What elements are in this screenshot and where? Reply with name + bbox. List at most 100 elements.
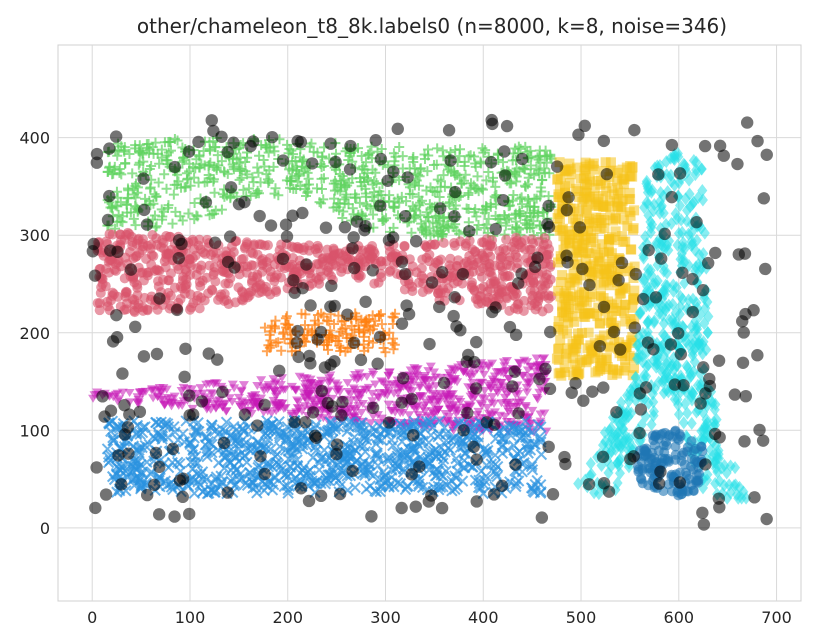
- data-point: [642, 279, 653, 293]
- data-point: [364, 480, 376, 492]
- data-point: [485, 385, 496, 394]
- data-point: [402, 480, 414, 492]
- data-point: [454, 172, 465, 183]
- x-tick-label: 0: [87, 608, 97, 627]
- noise-point: [577, 394, 590, 407]
- noise-point: [509, 458, 522, 471]
- noise-point: [341, 308, 354, 321]
- data-point: [530, 304, 541, 315]
- data-point: [679, 459, 690, 470]
- data-point: [522, 201, 533, 212]
- data-point: [376, 377, 387, 386]
- data-point: [406, 227, 417, 238]
- data-point: [356, 421, 369, 433]
- data-point: [614, 466, 625, 480]
- noise-point: [264, 219, 278, 232]
- noise-point: [374, 199, 387, 212]
- data-point: [216, 476, 229, 488]
- noise-point: [614, 343, 627, 356]
- noise-point: [348, 261, 361, 275]
- noise-point: [503, 320, 517, 334]
- data-point: [527, 406, 538, 415]
- data-point: [541, 157, 552, 168]
- data-point: [467, 378, 478, 387]
- data-point: [364, 458, 376, 471]
- noise-point: [325, 279, 338, 293]
- data-point: [637, 355, 648, 369]
- data-point: [680, 192, 691, 206]
- data-point: [215, 476, 227, 488]
- data-point: [491, 460, 504, 473]
- data-point: [525, 460, 538, 473]
- data-point: [184, 166, 195, 177]
- data-point: [511, 171, 522, 182]
- data-point: [388, 344, 399, 355]
- data-point: [633, 464, 644, 475]
- data-point: [328, 243, 339, 254]
- data-point: [220, 278, 231, 289]
- noise-point: [736, 356, 750, 369]
- data-point: [270, 380, 281, 389]
- noise-point: [512, 277, 525, 290]
- noise-point: [172, 233, 186, 247]
- data-point: [158, 274, 169, 285]
- data-point: [289, 242, 300, 253]
- data-point: [606, 459, 617, 473]
- noise-point: [118, 398, 131, 412]
- noise-point: [498, 169, 512, 182]
- data-point: [561, 352, 572, 363]
- data-point: [235, 402, 246, 411]
- noise-point: [324, 137, 337, 150]
- noise-point: [296, 206, 309, 220]
- data-point: [286, 382, 297, 391]
- data-point: [144, 163, 155, 174]
- data-point: [240, 166, 251, 177]
- data-point: [409, 378, 420, 387]
- data-point: [107, 435, 119, 447]
- data-point: [140, 193, 151, 204]
- data-point: [198, 146, 209, 157]
- noise-point: [576, 262, 589, 276]
- noise-point: [292, 350, 305, 364]
- data-point: [341, 332, 352, 343]
- noise-point: [652, 168, 665, 181]
- data-point: [102, 166, 113, 177]
- data-point: [252, 437, 264, 449]
- data-point: [665, 168, 676, 182]
- data-point: [683, 227, 694, 241]
- noise-point: [560, 203, 574, 217]
- data-point: [627, 171, 638, 182]
- data-point: [228, 161, 239, 172]
- noise-point: [406, 429, 420, 442]
- noise-point: [448, 210, 461, 223]
- data-point: [159, 169, 170, 180]
- data-point: [134, 247, 145, 258]
- data-point: [313, 274, 324, 285]
- noise-point: [221, 145, 234, 159]
- noise-point: [238, 408, 252, 421]
- noise-point: [423, 337, 436, 351]
- data-point: [300, 384, 311, 393]
- noise-point: [602, 485, 616, 498]
- noise-point: [690, 215, 703, 229]
- data-point: [266, 484, 279, 496]
- data-point: [348, 384, 359, 393]
- data-point: [502, 390, 513, 399]
- noise-point: [757, 192, 770, 205]
- data-point: [163, 147, 174, 158]
- data-point: [318, 194, 329, 205]
- noise-point: [533, 372, 546, 386]
- data-point: [94, 298, 105, 309]
- noise-point: [137, 203, 151, 217]
- data-point: [168, 421, 180, 433]
- data-point: [129, 307, 140, 318]
- data-point: [162, 461, 175, 474]
- data-point: [112, 150, 123, 161]
- noise-point: [211, 353, 224, 366]
- data-point: [584, 193, 595, 204]
- data-point: [264, 253, 275, 264]
- noise-point: [338, 221, 352, 234]
- data-point: [234, 468, 246, 480]
- noise-point: [615, 256, 629, 270]
- data-point: [395, 449, 408, 461]
